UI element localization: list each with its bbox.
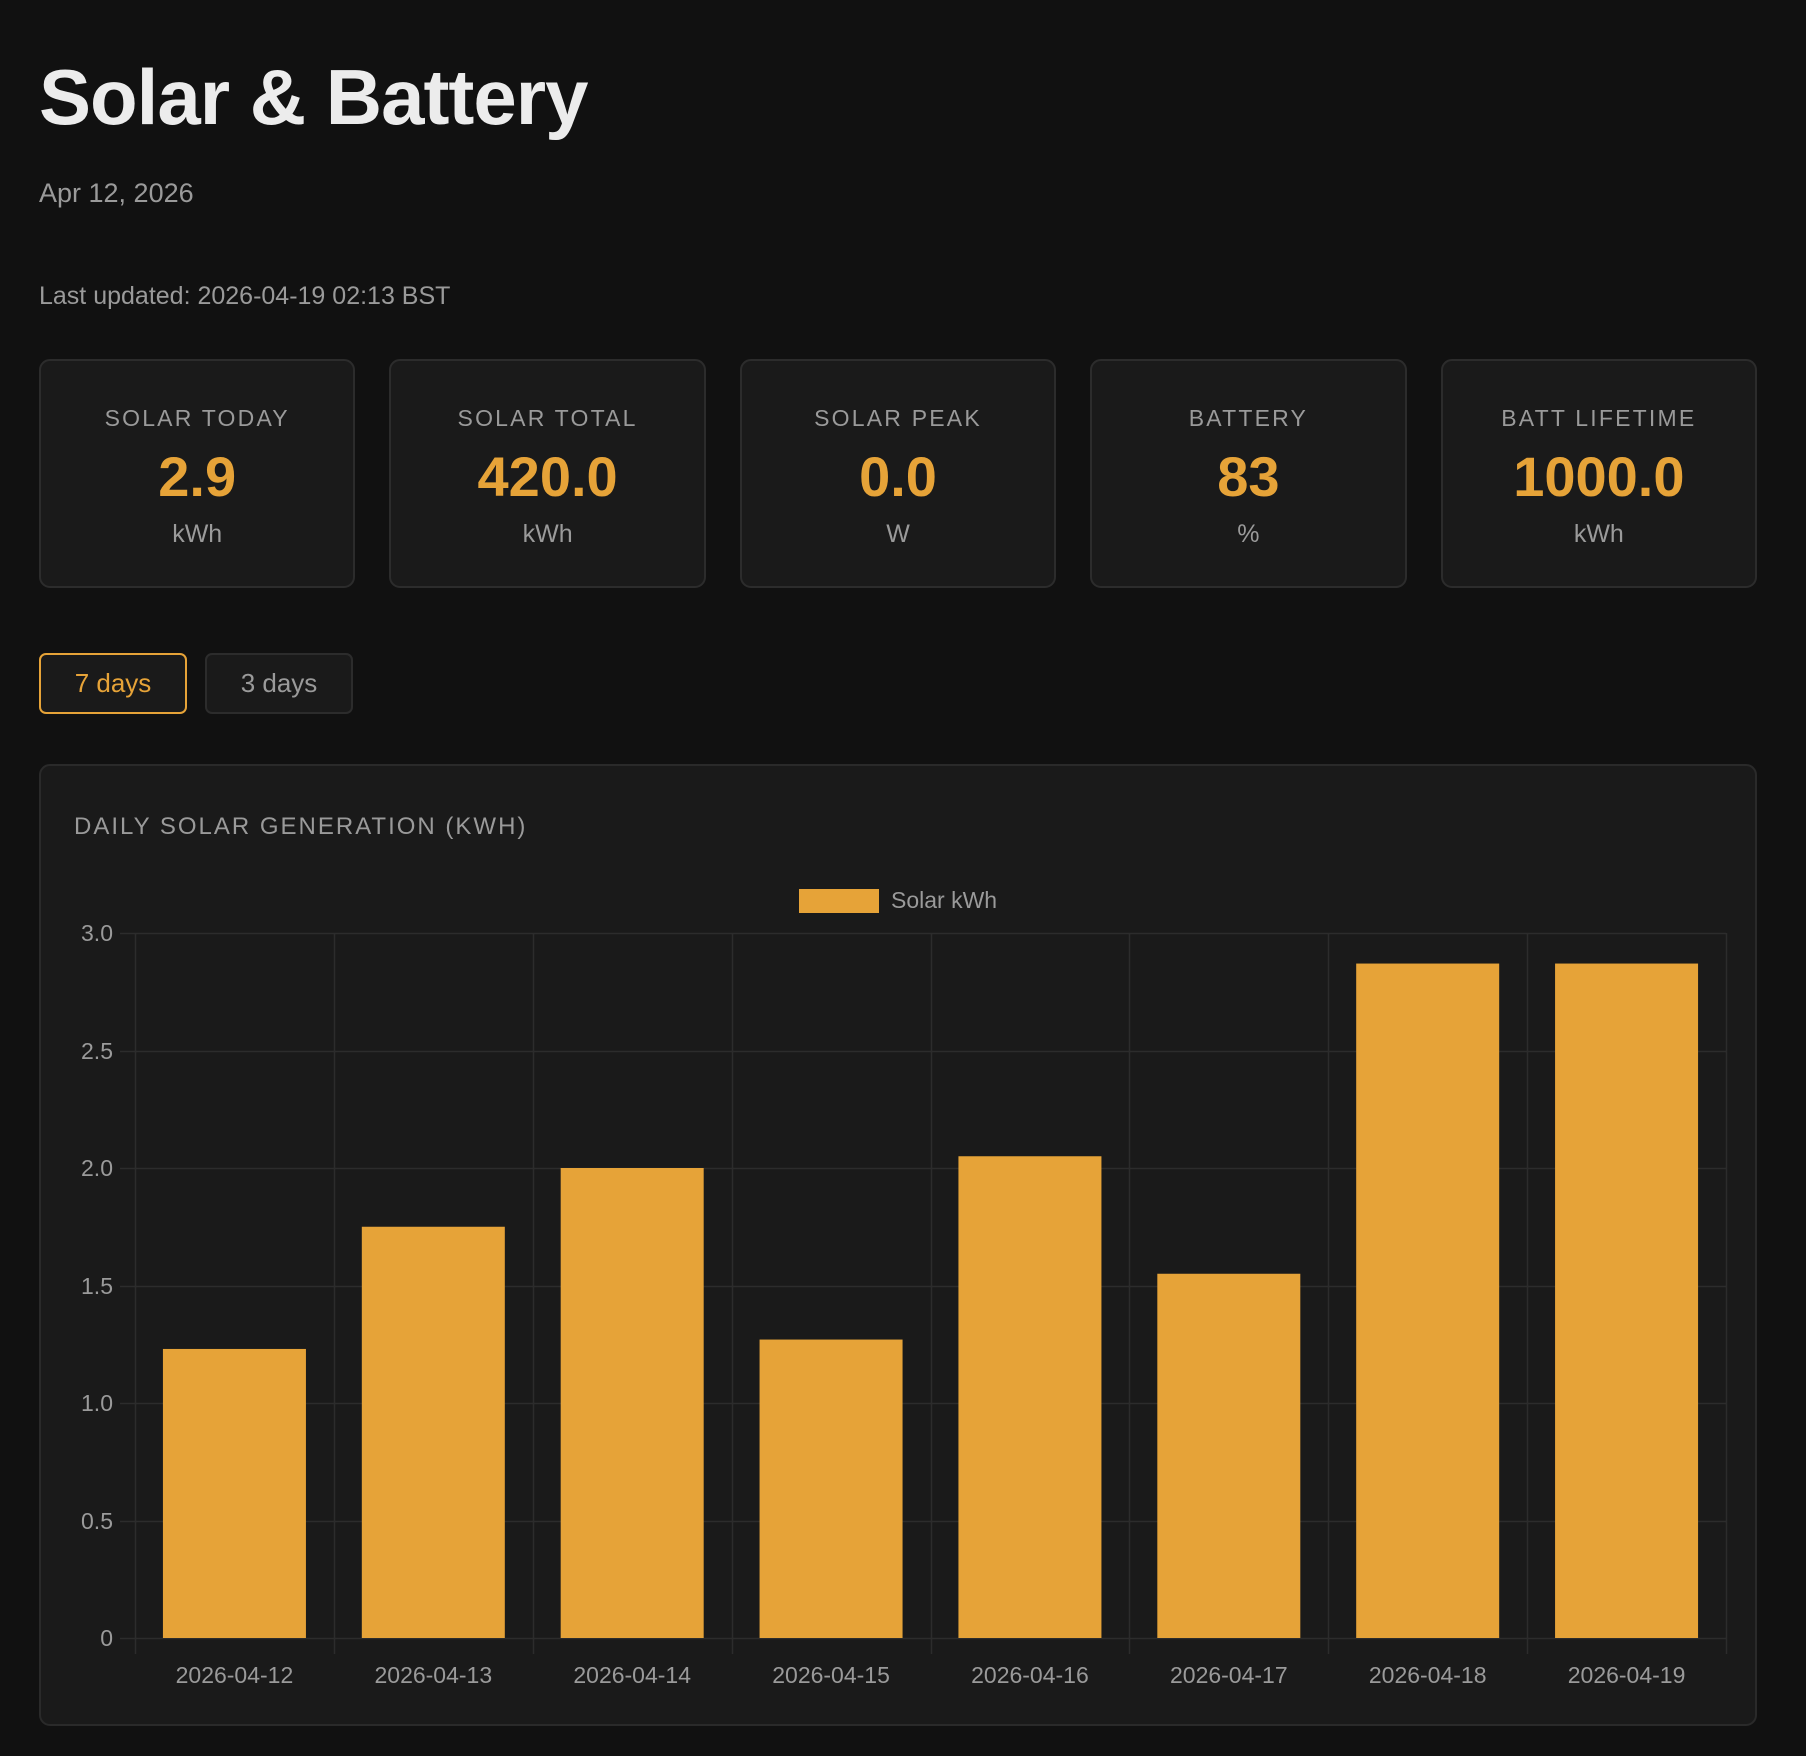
- x-tick-label: 2026-04-17: [1169, 1662, 1288, 1688]
- stat-card-battery: BATTERY 83 %: [1090, 359, 1407, 588]
- stat-unit: %: [1237, 520, 1260, 548]
- stat-card-solar-peak: SOLAR PEAK 0.0 W: [739, 359, 1057, 588]
- chart-legend[interactable]: Solar kWh: [799, 887, 997, 914]
- page-title: Solar & Battery: [39, 53, 589, 141]
- current-date: Apr 12, 2026: [39, 178, 194, 208]
- y-tick-label: 2.0: [81, 1154, 113, 1181]
- chart-panel: DAILY SOLAR GENERATION (KWH) Solar kWh 0…: [39, 764, 1757, 1726]
- x-tick-label: 2026-04-19: [1567, 1662, 1686, 1688]
- solar-bar-chart: Solar kWh 0 0.5 1.0 1.5 2.0 2.5 3.0 2026-04-12…: [41, 766, 1759, 1728]
- bar[interactable]: [560, 1168, 704, 1638]
- x-tick-label: 2026-04-13: [374, 1662, 493, 1688]
- x-tick-label: 2026-04-18: [1368, 1662, 1487, 1688]
- last-updated-text: Last updated: 2026-04-19 02:13 BST: [39, 282, 451, 310]
- bar[interactable]: [1157, 1273, 1301, 1638]
- stat-label: BATTERY: [1188, 405, 1309, 431]
- bar[interactable]: [361, 1226, 505, 1638]
- y-tick-label: 0.5: [81, 1507, 113, 1534]
- range-3-days-button[interactable]: 3 days: [205, 653, 353, 714]
- stat-card-solar-total: SOLAR TOTAL 420.0 kWh: [389, 359, 706, 588]
- stat-label: SOLAR PEAK: [814, 405, 982, 431]
- y-tick-label: 0: [100, 1624, 113, 1651]
- bar[interactable]: [1555, 963, 1699, 1638]
- bar[interactable]: [759, 1339, 903, 1638]
- stat-unit: kWh: [1573, 520, 1624, 548]
- bar[interactable]: [1356, 963, 1500, 1638]
- x-tick-label: 2026-04-16: [971, 1662, 1089, 1688]
- legend-label: Solar kWh: [891, 887, 998, 913]
- stat-value: 2.9: [158, 445, 237, 508]
- stat-value: 420.0: [477, 445, 618, 508]
- legend-swatch: [799, 888, 879, 913]
- stat-card-batt-lifetime: BATT LIFETIME 1000.0 kWh: [1440, 359, 1758, 588]
- range-7-days-button[interactable]: 7 days: [39, 653, 187, 714]
- bar[interactable]: [958, 1156, 1102, 1638]
- stat-card-solar-today: SOLAR TODAY 2.9 kWh: [39, 359, 356, 588]
- stat-value: 0.0: [859, 445, 937, 508]
- stat-label: BATT LIFETIME: [1501, 405, 1697, 431]
- x-tick-label: 2026-04-12: [175, 1662, 294, 1688]
- y-tick-label: 3.0: [81, 919, 113, 946]
- stat-unit: kWh: [522, 520, 573, 548]
- y-tick-label: 1.0: [81, 1389, 113, 1416]
- stat-value: 1000.0: [1513, 445, 1685, 508]
- bar[interactable]: [162, 1348, 306, 1638]
- stat-label: SOLAR TODAY: [104, 405, 290, 431]
- stat-unit: W: [886, 520, 910, 548]
- x-tick-label: 2026-04-14: [573, 1662, 692, 1688]
- stat-label: SOLAR TOTAL: [457, 405, 638, 431]
- x-tick-label: 2026-04-15: [772, 1662, 890, 1688]
- stats-cards: SOLAR TODAY 2.9 kWh SOLAR TOTAL 420.0 kW…: [39, 359, 1758, 588]
- y-tick-label: 2.5: [81, 1037, 113, 1064]
- y-tick-label: 1.5: [81, 1272, 113, 1299]
- chart-title: DAILY SOLAR GENERATION (KWH): [74, 813, 528, 840]
- chart-canvas: [120, 932, 1728, 1654]
- stat-value: 83: [1217, 445, 1280, 508]
- range-toggle: 7 days 3 days: [39, 653, 353, 714]
- stat-unit: kWh: [172, 520, 223, 548]
